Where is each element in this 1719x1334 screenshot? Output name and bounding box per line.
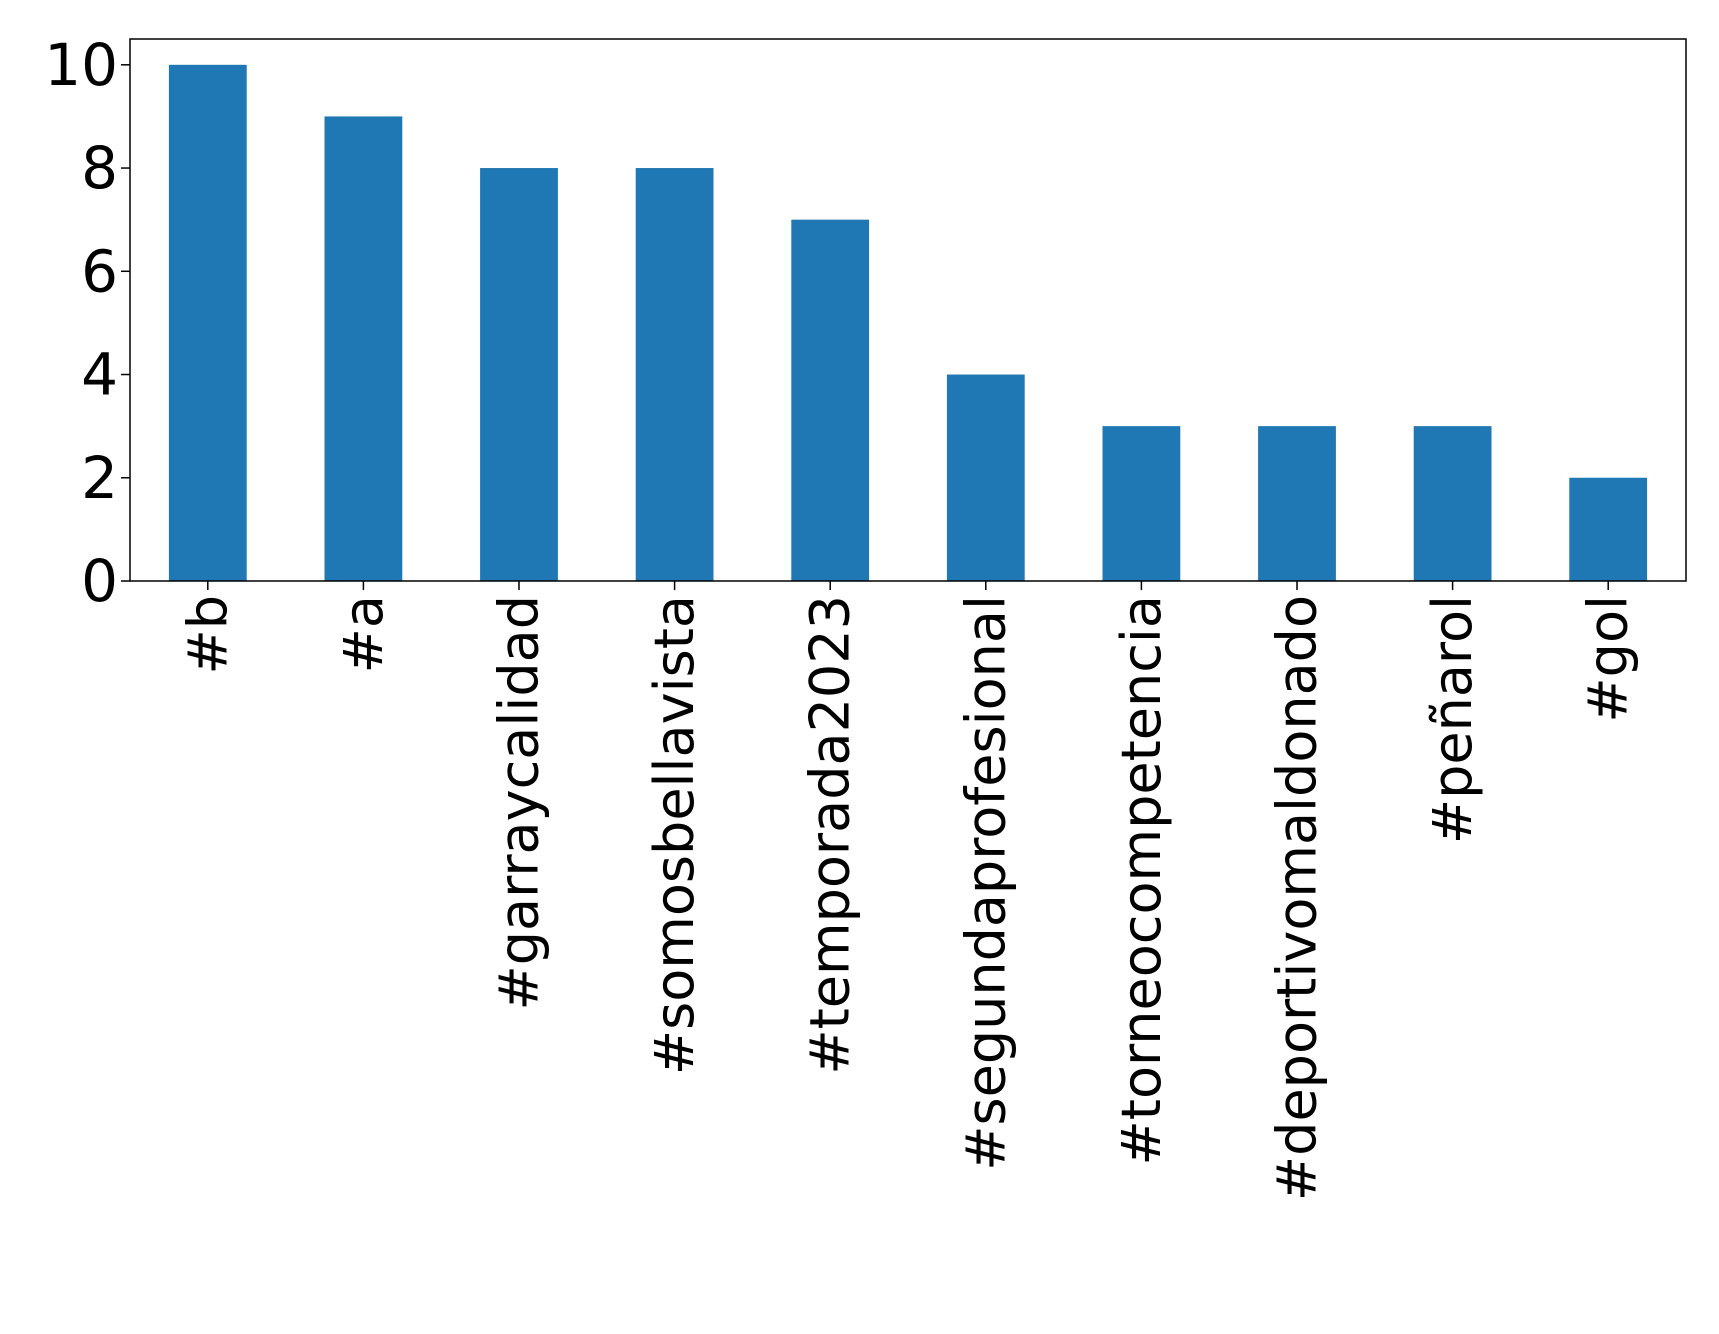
x-tick-label-4: #temporada2023 [799, 595, 862, 1075]
x-tick-label-9: #gol [1577, 595, 1640, 723]
x-tick-label-3: #somosbellavista [643, 595, 706, 1075]
x-tick-label-5: #segundaprofesional [954, 595, 1017, 1171]
y-tick-label-3: 6 [81, 237, 118, 305]
plot-frame [129, 38, 1687, 582]
bar-1 [324, 116, 403, 581]
bar-3 [635, 168, 714, 582]
bar-4 [791, 219, 870, 581]
bar-9 [1569, 477, 1648, 581]
x-axis: #b #a #garraycalidad #somosbellavista #tempo… [176, 581, 1640, 1201]
x-tick-label-8: #peñarol [1421, 595, 1484, 844]
x-tick-label-0: #b [176, 595, 239, 675]
bar-2 [480, 168, 558, 582]
bar-7 [1258, 426, 1336, 581]
bars-layer [168, 64, 1648, 582]
bar-5 [946, 374, 1025, 581]
y-tick-label-5: 10 [44, 31, 118, 99]
y-axis: 0 2 4 6 8 10 [44, 31, 130, 615]
y-tick-label-4: 8 [81, 134, 118, 202]
y-tick-label-2: 4 [81, 341, 118, 409]
bar-8 [1413, 426, 1492, 581]
bar-6 [1102, 426, 1181, 581]
x-tick-label-2: #garraycalidad [488, 595, 551, 1011]
y-tick-label-0: 0 [81, 547, 118, 615]
x-tick-label-1: #a [332, 595, 395, 673]
bar-0 [168, 64, 247, 582]
x-tick-label-6: #torneocompetencia [1110, 595, 1173, 1165]
x-tick-label-7: #deportivomaldonado [1266, 595, 1329, 1201]
y-tick-label-1: 2 [81, 444, 118, 512]
